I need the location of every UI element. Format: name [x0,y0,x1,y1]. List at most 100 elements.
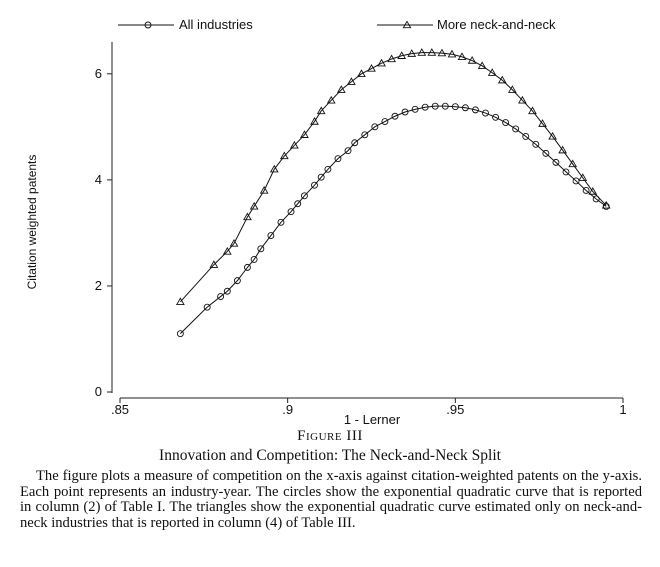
data-point-neck-and-neck [477,61,487,70]
data-point-all-industries [344,147,352,155]
data-point-all-industries [572,177,580,185]
legend-label-all-industries: All industries [179,17,253,32]
figure-caption-block: Figure III Innovation and Competition: T… [0,428,660,531]
data-point-all-industries [552,158,560,166]
figure-label: Figure III [297,428,363,444]
data-point-all-industries [203,303,211,311]
data-point-neck-and-neck [507,85,517,93]
data-point-neck-and-neck [175,297,185,305]
data-point-neck-and-neck [347,77,356,85]
data-point-neck-and-neck [243,212,252,221]
data-point-neck-and-neck [336,85,346,93]
data-point-neck-and-neck [558,145,568,154]
data-point-all-industries [287,208,295,216]
data-point-all-industries [233,277,241,285]
data-point-all-industries [334,155,342,163]
data-point-neck-and-neck [578,173,588,181]
data-point-neck-and-neck [437,48,447,57]
legend-marker-neck-and-neck [402,20,412,29]
data-point-all-industries [257,245,265,253]
data-point-all-industries [401,108,409,116]
data-point-all-industries [482,109,489,117]
data-point-all-industries [502,119,510,127]
plot-area [175,48,611,338]
data-point-neck-and-neck [447,49,457,58]
legend-marker-all-industries [144,21,152,29]
data-point-neck-and-neck [357,69,366,77]
data-point-all-industries [267,232,275,240]
x-tick-label: .9 [282,402,293,417]
data-point-all-industries [381,118,389,125]
data-point-all-industries [300,192,308,200]
figure-title: Innovation and Competition: The Neck-and… [159,447,501,464]
data-point-neck-and-neck [601,200,611,209]
data-point-neck-and-neck [457,52,467,60]
data-point-all-industries [351,139,359,147]
data-point-all-industries [324,165,332,173]
data-point-neck-and-neck [467,56,477,64]
y-tick-label: 4 [95,172,102,187]
data-point-neck-and-neck [407,49,417,57]
series-all-industries [176,102,610,338]
x-tick-label: .85 [111,402,129,417]
data-point-all-industries [371,123,379,131]
axes: 0 2 4 6 .85 .9 .95 1 [95,42,627,417]
data-point-all-industries [217,293,225,300]
data-point-all-industries [250,255,258,263]
data-point-all-industries [411,105,419,113]
data-point-neck-and-neck [568,159,578,168]
data-point-neck-and-neck [497,75,507,84]
data-point-all-industries [421,103,429,111]
data-point-neck-and-neck [548,131,557,140]
data-point-all-industries [243,263,251,271]
data-point-neck-and-neck [417,48,427,56]
y-tick-label: 2 [95,278,102,293]
data-point-neck-and-neck [289,140,299,149]
data-point-all-industries [391,112,399,120]
x-axis-label: 1 - Lerner [344,412,401,427]
data-point-all-industries [512,125,520,133]
data-point-neck-and-neck [588,187,598,195]
data-point-all-industries [592,195,600,203]
y-tick-label: 6 [95,66,102,81]
data-point-neck-and-neck [397,51,407,59]
data-point-neck-and-neck [528,106,537,115]
data-point-all-industries [294,200,302,208]
series-line-neck-and-neck [179,52,607,303]
data-point-all-industries [461,104,469,112]
data-point-neck-and-neck [387,54,396,63]
series-neck-and-neck [175,48,611,305]
data-point-all-industries [492,113,500,121]
data-point-all-industries [562,168,570,176]
data-point-all-industries [223,287,231,295]
data-point-neck-and-neck [518,95,527,104]
data-point-all-industries [431,102,439,110]
y-axis-label: Citation weighted patents [25,155,39,290]
x-tick-label: 1 [619,402,626,417]
data-point-all-industries [522,132,530,140]
data-point-all-industries [451,103,459,111]
data-point-neck-and-neck [316,106,326,115]
x-tick-label: .95 [446,402,464,417]
legend: All industries More neck-and-neck [118,17,556,32]
data-point-all-industries [582,187,590,194]
data-point-neck-and-neck [427,48,437,56]
data-point-all-industries [532,140,540,148]
data-point-neck-and-neck [310,117,319,125]
data-point-neck-and-neck [538,119,547,127]
data-point-neck-and-neck [269,164,279,173]
data-point-neck-and-neck [249,201,259,210]
data-point-neck-and-neck [367,64,376,72]
data-point-all-industries [542,149,550,157]
data-point-neck-and-neck [326,95,336,104]
data-point-neck-and-neck [487,68,497,76]
figure-caption-text: The figure plots a measure of competitio… [20,468,642,531]
y-tick-label: 0 [95,384,102,399]
data-point-neck-and-neck [229,239,239,247]
data-point-all-industries [277,218,285,226]
data-point-all-industries [176,330,184,338]
chart: All industries More neck-and-neck 0 2 4 6 .85… [25,17,627,427]
data-point-neck-and-neck [222,246,232,255]
data-point-all-industries [361,131,369,139]
data-point-all-industries [472,106,479,114]
